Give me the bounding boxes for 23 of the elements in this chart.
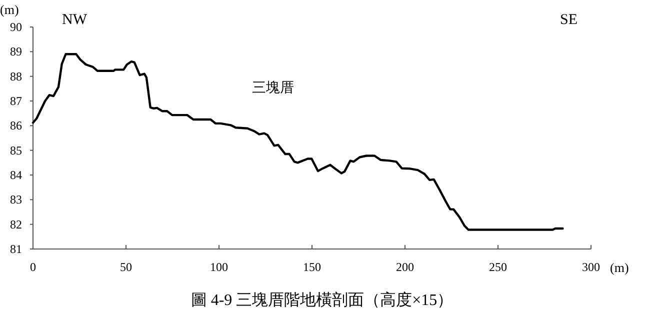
x-tick-label: 100 — [210, 260, 228, 274]
x-tick-label: 150 — [303, 260, 321, 274]
x-axis-title: (m) — [610, 260, 629, 275]
annotation: 三塊厝 — [252, 80, 294, 96]
x-tick-label: 50 — [120, 260, 132, 274]
annotation: NW — [62, 12, 88, 28]
y-tick-label: 81 — [10, 242, 22, 256]
x-tick-label: 300 — [582, 260, 600, 274]
y-tick-label: 90 — [10, 20, 22, 34]
y-tick-label: 88 — [10, 69, 22, 84]
x-tick-label: 0 — [30, 260, 36, 274]
y-tick-label: 84 — [10, 168, 22, 182]
x-tick-label: 250 — [489, 260, 507, 274]
y-tick-label: 87 — [10, 94, 22, 108]
y-axis-title: (m) — [0, 2, 19, 17]
y-tick-label: 83 — [10, 192, 22, 207]
y-tick-label: 82 — [10, 217, 22, 232]
annotation: SE — [560, 12, 578, 28]
text: 圖 4-9 三塊厝階地橫剖面（高度×15） — [190, 291, 454, 309]
x-tick-label: 200 — [396, 260, 414, 274]
y-tick-label: 89 — [10, 44, 22, 59]
y-tick-label: 85 — [10, 143, 22, 158]
y-tick-label: 86 — [10, 118, 22, 133]
